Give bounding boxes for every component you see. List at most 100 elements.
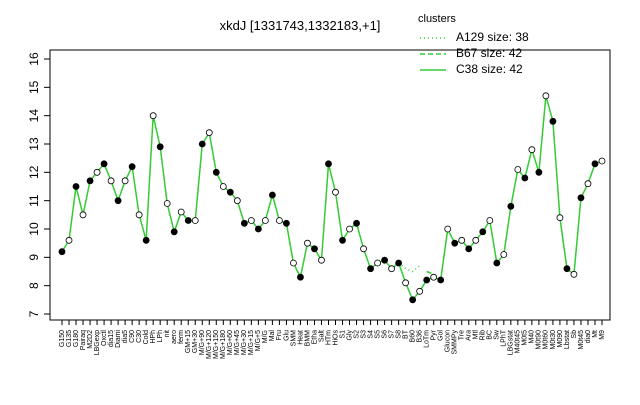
x-tick-label: B36 <box>417 330 424 343</box>
x-tick-label: Rib <box>480 330 487 341</box>
x-tick-label: Sw <box>494 329 501 340</box>
data-point <box>184 217 192 224</box>
x-tick-label: M/G+150 <box>213 330 220 359</box>
data-point <box>521 174 529 182</box>
x-tick-label: C30 <box>136 330 143 343</box>
x-tick-label: S3 <box>360 330 367 339</box>
x-tick-label: Fru <box>276 330 283 341</box>
x-tick-label: M/G <box>262 330 269 343</box>
data-point <box>325 160 332 168</box>
data-point <box>472 236 480 244</box>
data-point <box>163 200 171 207</box>
series-line <box>398 262 421 273</box>
x-tick-label: BC <box>487 330 494 340</box>
x-tick-label: S4 <box>367 330 374 339</box>
x-tick-label: Mt <box>592 330 599 338</box>
data-point <box>304 239 311 247</box>
x-tick-label: M2D2 <box>87 330 94 349</box>
x-tick-label: Gly <box>346 330 353 341</box>
x-tick-label: Heat <box>297 330 304 345</box>
x-tick-label: Cold <box>143 330 150 345</box>
x-tick-label: M/G+60 <box>227 330 234 355</box>
x-tick-label: M0t90 <box>536 330 543 350</box>
data-point <box>339 236 346 244</box>
x-tick-label: G150 <box>59 330 66 347</box>
y-tick-label: 13 <box>27 137 41 151</box>
x-tick-label: Lbstat <box>564 330 571 349</box>
data-point <box>430 273 438 281</box>
data-point <box>283 219 290 227</box>
x-tick-label: LoTm <box>424 330 431 348</box>
x-tick-label: aero <box>171 330 178 344</box>
x-tick-label: M0t45 <box>578 330 585 350</box>
data-point <box>542 92 550 100</box>
data-point <box>65 236 73 244</box>
x-tick-label: M/G+30 <box>241 330 248 355</box>
data-point <box>100 160 108 168</box>
data-point <box>444 225 452 233</box>
x-tick-label: G135 <box>66 330 73 347</box>
data-point <box>381 256 388 264</box>
data-point <box>360 245 367 253</box>
data-point <box>458 236 466 244</box>
x-tick-label: Ara <box>466 330 473 341</box>
data-point <box>486 217 494 224</box>
x-tick-label: Tre <box>459 330 466 340</box>
y-tick-label: 8 <box>27 282 41 289</box>
data-point <box>395 259 403 267</box>
data-point <box>177 208 185 216</box>
y-tick-label: 11 <box>27 194 41 207</box>
x-tick-label: SMM <box>290 330 297 347</box>
data-point <box>318 256 325 264</box>
x-tick-label: M/G+90 <box>199 330 206 355</box>
data-point <box>93 168 101 176</box>
data-point <box>212 168 220 176</box>
data-point <box>276 217 283 224</box>
x-tick-label: ferm <box>178 330 185 344</box>
y-tick-label: 14 <box>27 109 41 123</box>
x-tick-label: S1 <box>339 330 346 339</box>
data-point <box>170 228 178 236</box>
x-tick-label: M0t30 <box>550 330 557 350</box>
data-point <box>563 265 571 273</box>
x-tick-label: GM+15 <box>185 330 192 353</box>
data-point <box>549 117 557 125</box>
data-point <box>535 168 543 176</box>
data-point <box>465 245 473 253</box>
chart-title: xkdJ [1331743,1332183,+1] <box>220 18 381 33</box>
data-point <box>332 188 339 196</box>
data-point <box>240 219 248 227</box>
y-tick-label: 16 <box>27 52 41 66</box>
y-tick-label: 15 <box>27 80 41 94</box>
data-point <box>254 225 262 233</box>
data-point <box>297 273 304 281</box>
data-point <box>311 245 318 253</box>
data-point <box>135 211 143 219</box>
x-tick-label: Glucon <box>445 330 452 352</box>
data-point <box>409 296 417 304</box>
x-tick-label: SMMPy <box>452 330 459 355</box>
data-point <box>353 219 360 227</box>
data-point <box>114 197 122 205</box>
x-tick-label: HiOs <box>332 330 339 346</box>
data-point <box>128 163 136 171</box>
series-line <box>426 270 434 276</box>
x-tick-label: M/G+45 <box>234 330 241 355</box>
x-tick-label: S7 <box>388 330 395 339</box>
data-point <box>493 259 501 267</box>
data-point <box>367 265 374 273</box>
x-tick-label: Pyr <box>431 329 438 340</box>
data-point <box>219 183 227 190</box>
x-tick-label: Sb <box>571 330 578 339</box>
x-tick-label: LBGexp <box>94 330 101 355</box>
x-tick-label: M/G+180 <box>220 330 227 359</box>
y-tick-label: 9 <box>27 254 41 261</box>
legend-label: C38 size: 42 <box>456 62 523 76</box>
legend-label: A129 size: 38 <box>456 30 529 44</box>
data-point <box>86 177 94 185</box>
data-point <box>226 188 234 196</box>
y-tick-label: 12 <box>27 165 41 179</box>
x-tick-label: LPhT <box>501 329 508 346</box>
data-point <box>528 146 536 154</box>
